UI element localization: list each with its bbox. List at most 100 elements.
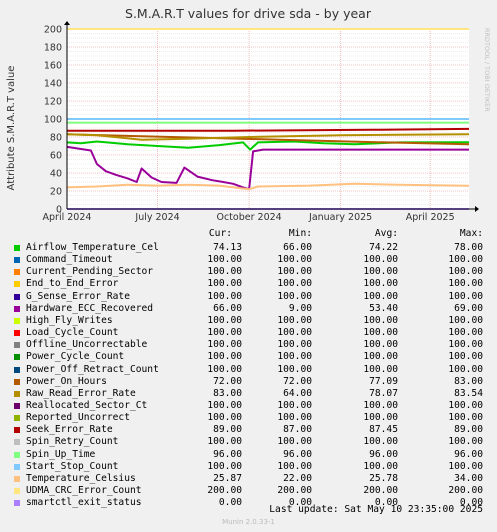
legend-value-max: 0.00: [459, 497, 483, 509]
legend-value-max: 100.00: [448, 327, 483, 339]
legend-swatch: [14, 269, 20, 276]
legend-value-max: 100.00: [448, 460, 483, 472]
series-line: [66, 182, 470, 191]
legend-value-avg: 53.40: [369, 302, 398, 314]
legend-value-min: 9.00: [288, 302, 312, 314]
legend-value-avg: 77.09: [369, 375, 398, 387]
legend-value-cur: 89.00: [213, 424, 242, 436]
legend-value-cur: 200.00: [207, 485, 242, 496]
legend-value-min: 87.00: [283, 424, 312, 436]
series-line: [66, 140, 470, 151]
legend-value-min: 96.00: [283, 448, 312, 460]
y-tick-label: 80: [50, 133, 62, 144]
legend-swatch: [14, 390, 20, 397]
legend-swatch: [14, 366, 20, 373]
legend-row: Power_On_Hours 72.00 72.00 77.09 83.00: [0, 376, 497, 388]
y-tick-label: 180: [44, 43, 62, 54]
x-tick-label: January 2025: [308, 212, 372, 223]
legend-value-avg: 0.00: [374, 497, 398, 509]
y-tick-label: 0: [56, 205, 62, 216]
legend-series-name: Hardware_ECC_Recovered: [26, 302, 154, 314]
legend-row: End_to_End_Error 100.00 100.00 100.00 100.00: [0, 278, 497, 290]
x-tick-label: October 2024: [216, 212, 281, 223]
legend-header-cur: Cur:: [208, 228, 232, 239]
legend-swatch: [14, 330, 20, 337]
legend-row: Spin_Retry_Count 100.00 100.00 100.00 100.00: [0, 436, 497, 448]
legend-value-avg: 100.00: [363, 327, 398, 339]
legend-row: Raw_Read_Error_Rate 83.00 64.00 78.07 83.54: [0, 388, 497, 400]
legend-value-cur: 100.00: [207, 290, 242, 302]
legend-value-avg: 100.00: [363, 399, 398, 411]
legend-swatch: [14, 475, 20, 482]
legend-series-name: End_to_End_Error: [26, 278, 119, 290]
legend-row: Power_Off_Retract_Count 100.00 100.00 100.0…: [0, 364, 497, 376]
legend-series-name: Command_Timeout: [26, 254, 113, 266]
legend-series-name: Spin_Up_Time: [26, 448, 96, 460]
legend-swatch: [14, 257, 20, 264]
legend-row: Command_Timeout 100.00 100.00 100.00 100.00: [0, 254, 497, 266]
legend-value-max: 100.00: [448, 339, 483, 351]
legend-value-cur: 100.00: [207, 327, 242, 339]
legend-value-min: 100.00: [277, 339, 312, 351]
legend-value-max: 100.00: [448, 278, 483, 290]
x-tick-label: April 2024: [43, 212, 92, 223]
legend-value-cur: 100.00: [207, 436, 242, 448]
legend-row: Start_Stop_Count 100.00 100.00 100.00 100.00: [0, 461, 497, 473]
chart-title: S.M.A.R.T values for drive sda - by year: [125, 6, 372, 21]
legend-value-avg: 100.00: [363, 339, 398, 351]
legend-value-cur: 100.00: [207, 314, 242, 326]
legend-value-avg: 200.00: [363, 485, 398, 496]
legend-value-max: 100.00: [448, 399, 483, 411]
legend-row: Reported_Uncorrect 100.00 100.00 100.00 100.…: [0, 412, 497, 424]
legend-header-avg: Avg:: [374, 228, 398, 239]
legend-swatch: [14, 415, 20, 422]
legend-value-avg: 100.00: [363, 460, 398, 472]
y-tick-label: 20: [50, 187, 62, 198]
legend-row: UDMA_CRC_Error_Count 200.00 200.00 200.00 20…: [0, 485, 497, 497]
legend-swatch: [14, 451, 20, 458]
legend-value-avg: 25.78: [369, 472, 398, 484]
y-tick-label: 200: [44, 25, 62, 36]
legend-series-name: UDMA_CRC_Error_Count: [26, 485, 142, 496]
legend-swatch: [14, 427, 20, 434]
x-tick-label: July 2024: [134, 212, 179, 223]
legend-value-cur: 100.00: [207, 266, 242, 278]
series-line: [67, 127, 470, 132]
legend-value-max: 89.00: [454, 424, 483, 436]
legend-swatch: [14, 281, 20, 288]
legend-value-cur: 72.00: [213, 375, 242, 387]
legend-value-min: 100.00: [277, 363, 312, 375]
x-axis-arrow: [475, 206, 479, 212]
y-tick-label: 140: [44, 79, 62, 90]
legend-row: Hardware_ECC_Recovered 66.00 9.00 53.40 69.0…: [0, 303, 497, 315]
legend-value-min: 100.00: [277, 351, 312, 363]
legend-value-avg: 74.22: [369, 242, 398, 253]
legend-row: Current_Pending_Sector 100.00 100.00 100.00…: [0, 266, 497, 278]
legend-value-min: 100.00: [277, 327, 312, 339]
y-tick-label: 100: [44, 115, 62, 126]
legend-value-min: 100.00: [277, 314, 312, 326]
legend-value-avg: 96.00: [369, 448, 398, 460]
legend-value-max: 100.00: [448, 266, 483, 278]
legend-swatch: [14, 488, 20, 494]
legend-value-min: 100.00: [277, 460, 312, 472]
legend-value-cur: 0.00: [218, 497, 242, 509]
legend-value-cur: 100.00: [207, 254, 242, 266]
legend-value-max: 100.00: [448, 314, 483, 326]
last-update: Last update: Sat May 10 23:35:00 2025: [269, 504, 483, 515]
legend-value-avg: 87.45: [369, 424, 398, 436]
legend-value-max: 83.00: [454, 375, 483, 387]
legend-swatch: [14, 354, 20, 361]
legend-swatch: [14, 378, 20, 385]
legend-value-cur: 83.00: [213, 387, 242, 399]
legend-swatch: [14, 342, 20, 349]
legend-swatch: [14, 317, 20, 324]
series-line: [66, 133, 470, 146]
legend-swatch: [14, 439, 20, 446]
legend-swatch: [14, 463, 20, 470]
legend-row: Airflow_Temperature_Cel 74.13 66.00 74.22 78…: [0, 242, 497, 254]
legend-value-cur: 100.00: [207, 399, 242, 411]
legend-value-cur: 100.00: [207, 363, 242, 375]
legend-value-cur: 100.00: [207, 460, 242, 472]
legend-value-cur: 100.00: [207, 351, 242, 363]
